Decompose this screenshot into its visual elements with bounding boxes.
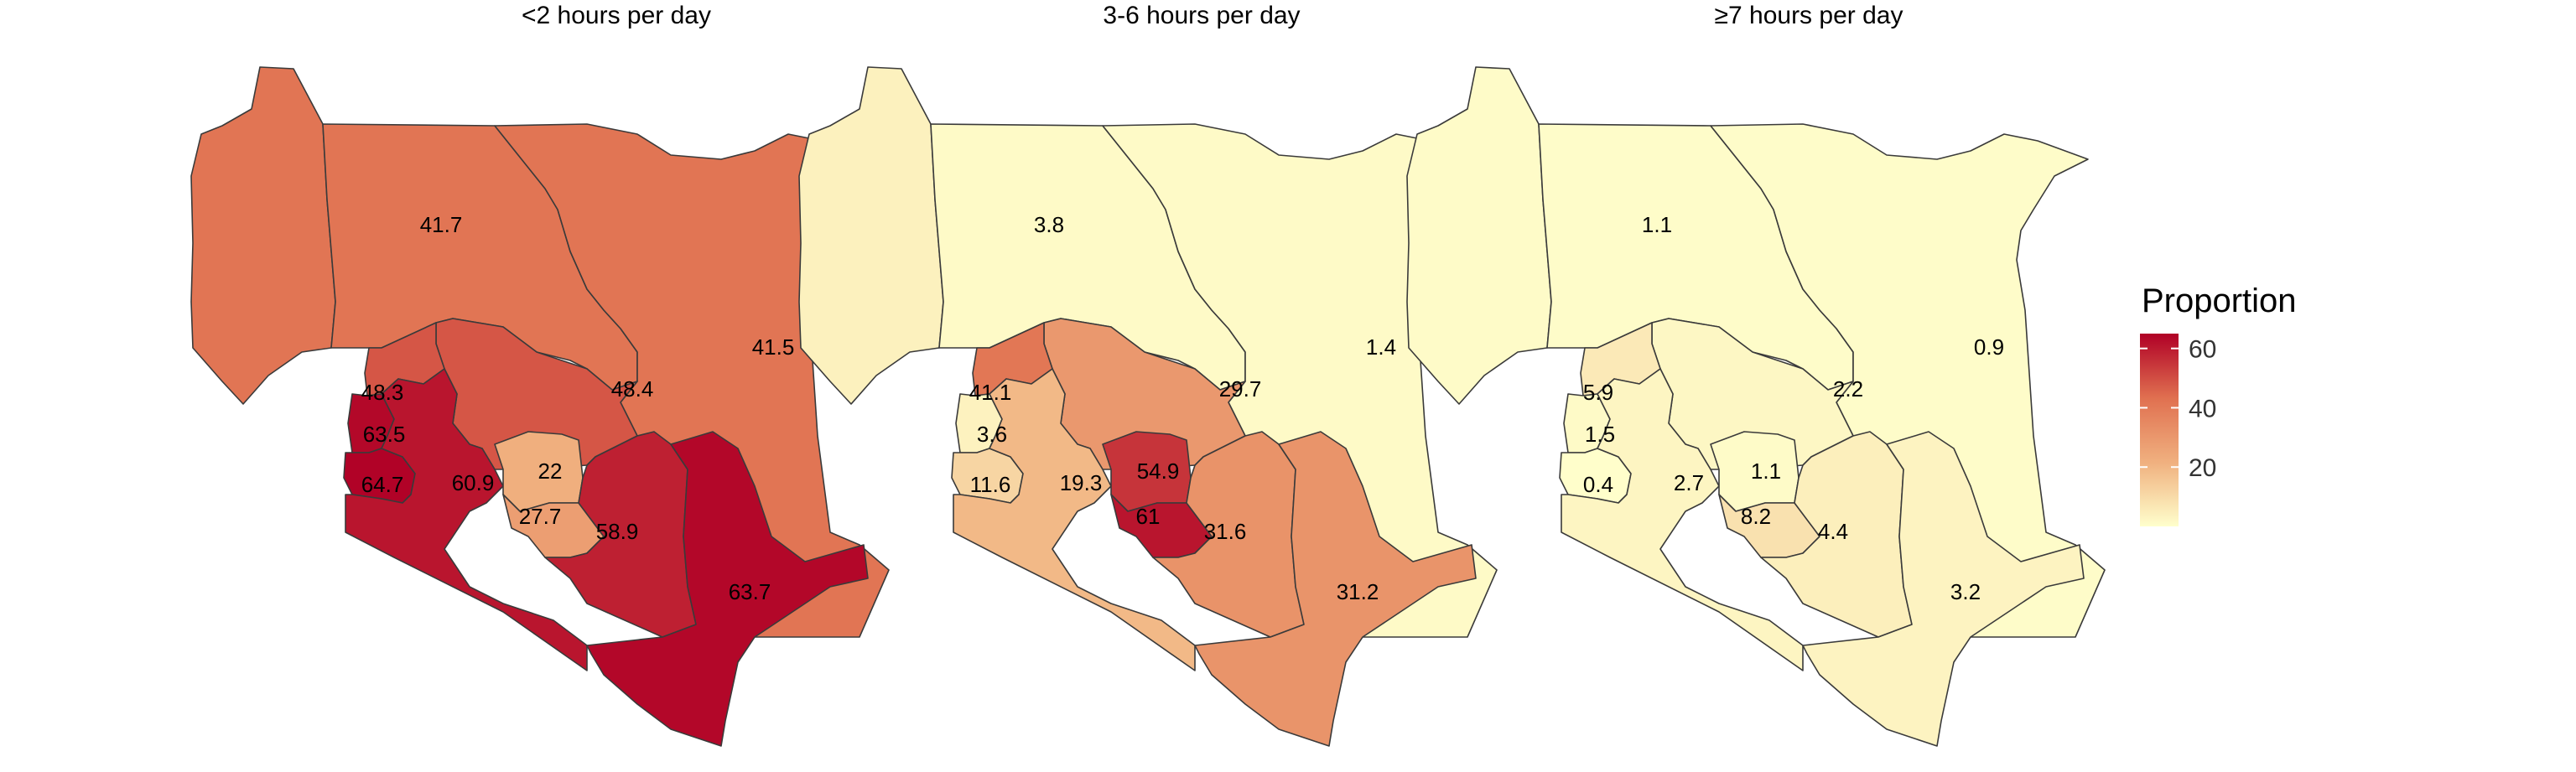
region-southwest (345, 368, 588, 671)
value-label: 1.4 (1366, 334, 1396, 360)
value-label: 64.7 (361, 472, 404, 497)
value-label: 3.2 (1950, 579, 1981, 604)
map-panel-3: ≥7 hours per day 1.1 0.9 2.2 5.9 1.5 0.4 2.7 1.1… (1406, 2, 2106, 747)
map-panel-2: 3-6 hours per day 3.8 1.4 29.7 41.1 3.6 11.6 19… (798, 2, 1498, 747)
panel-title: <2 hours per day (522, 2, 711, 29)
region-northeast (1710, 123, 2106, 638)
legend-title: Proportion (2142, 282, 2297, 319)
value-label: 27.7 (519, 504, 562, 529)
value-label: 41.7 (420, 212, 463, 237)
value-label: 11.6 (970, 472, 1011, 497)
legend-tick-label: 60 (2189, 336, 2216, 364)
region-coast (586, 431, 869, 747)
map-panels: <2 hours per day 41.7 41.5 48.4 48.3 63.5 64.7… (190, 2, 2106, 747)
region-southwest (1561, 368, 1804, 671)
value-label: 2.2 (1833, 376, 1863, 402)
panel-title: ≥7 hours per day (1715, 2, 1903, 29)
value-label: 22 (538, 459, 563, 484)
legend-colorbar (2140, 334, 2179, 526)
value-label: 63.5 (363, 422, 406, 447)
value-label: 31.2 (1337, 579, 1379, 604)
value-label: 2.7 (1674, 470, 1704, 495)
value-label: 48.3 (361, 380, 404, 405)
value-label: 3.6 (977, 422, 1007, 447)
value-label: 1.5 (1585, 422, 1615, 447)
value-label: 0.9 (1974, 334, 2004, 360)
value-label: 58.9 (596, 519, 639, 544)
value-label: 63.7 (729, 579, 771, 604)
value-label: 48.4 (611, 376, 654, 402)
panel-title: 3-6 hours per day (1103, 2, 1300, 29)
legend-tick-label: 40 (2189, 395, 2216, 422)
value-label: 29.7 (1219, 376, 1262, 402)
region-coast (1194, 431, 1477, 747)
region-northeast (1102, 123, 1498, 638)
value-label: 4.4 (1818, 519, 1848, 544)
value-label: 5.9 (1583, 380, 1613, 405)
region-northeast (494, 123, 890, 638)
value-label: 1.1 (1642, 212, 1672, 237)
value-label: 19.3 (1060, 470, 1103, 495)
value-label: 41.5 (752, 334, 795, 360)
value-label: 31.6 (1204, 519, 1247, 544)
value-label: 0.4 (1583, 472, 1613, 497)
region-southwest (953, 368, 1196, 671)
legend: Proportion 20 40 60 (2140, 282, 2297, 526)
value-label: 1.1 (1751, 459, 1781, 484)
map-panel-1: <2 hours per day 41.7 41.5 48.4 48.3 63.5 64.7… (190, 2, 890, 747)
value-label: 61 (1136, 504, 1161, 529)
value-label: 3.8 (1034, 212, 1064, 237)
value-label: 54.9 (1137, 459, 1180, 484)
region-coast (1802, 431, 2085, 747)
region-northwest (190, 66, 336, 405)
region-northwest (798, 66, 944, 405)
legend-ticks: 20 40 60 (2140, 336, 2216, 482)
value-label: 60.9 (452, 470, 495, 495)
value-label: 41.1 (969, 380, 1012, 405)
region-northwest (1406, 66, 1552, 405)
legend-tick-label: 20 (2189, 454, 2216, 482)
value-label: 8.2 (1741, 504, 1771, 529)
